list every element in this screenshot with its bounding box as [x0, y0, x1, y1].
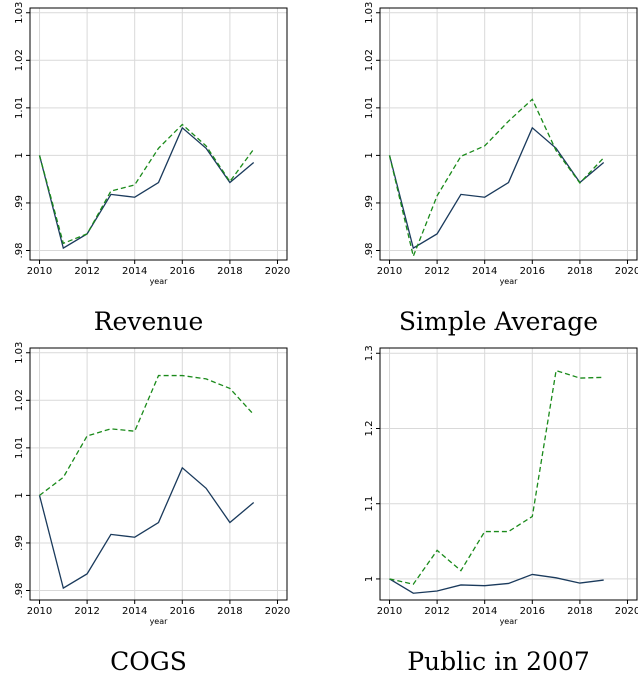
x-tick-label: 2018: [567, 606, 592, 617]
y-tick-label: 1.3: [364, 345, 375, 361]
y-tick-label: 1.01: [14, 97, 25, 119]
panel-title: Public in 2007: [407, 647, 590, 676]
x-tick-label: 2012: [424, 266, 449, 277]
panel-title: Simple Average: [399, 307, 598, 336]
x-tick-label: 2010: [27, 606, 52, 617]
x-axis-label: year: [500, 277, 519, 286]
x-tick-label: 2014: [472, 266, 497, 277]
x-tick-label: 2014: [122, 606, 147, 617]
y-tick-label: .99: [14, 195, 25, 211]
series-line: [39, 374, 255, 496]
x-tick-label: 2016: [170, 266, 195, 277]
x-tick-label: 2010: [377, 266, 402, 277]
series-line: [389, 573, 604, 594]
x-axis-label: year: [150, 617, 169, 626]
x-tick-label: 2020: [615, 266, 638, 277]
panel: .98 .99 1 1.01 1.02 1.03 2010 2012 2014 2016 2018 2…: [14, 342, 290, 676]
y-tick-label: 1: [14, 152, 25, 158]
y-tick-label: 1.2: [364, 421, 375, 437]
x-tick-label: 2016: [520, 266, 545, 277]
y-tick-label: .99: [364, 195, 375, 211]
x-tick-label: 2020: [615, 606, 638, 617]
x-tick-label: 2012: [424, 606, 449, 617]
y-tick-label: .98: [364, 243, 375, 259]
y-tick-label: .98: [14, 583, 25, 599]
series-line: [38, 126, 255, 250]
x-tick-label: 2018: [217, 266, 242, 277]
x-tick-label: 2018: [217, 606, 242, 617]
x-tick-label: 2012: [74, 266, 99, 277]
x-axis-label: year: [500, 617, 519, 626]
x-tick-label: 2016: [520, 606, 545, 617]
x-tick-label: 2020: [265, 606, 290, 617]
x-tick-label: 2010: [377, 606, 402, 617]
series-line: [388, 126, 605, 250]
y-tick-label: 1: [364, 152, 375, 158]
plot-frame: [29, 7, 288, 261]
panel: .98 .99 1 1.01 1.02 1.03 2010 2012 2014 2016 2018 2…: [14, 2, 290, 336]
panel-title: Revenue: [94, 307, 204, 336]
x-axis-label: year: [150, 277, 169, 286]
y-tick-label: 1.03: [364, 2, 375, 24]
series-line: [38, 123, 255, 245]
y-tick-label: 1.01: [364, 97, 375, 119]
y-tick-label: 1: [364, 576, 375, 582]
panel: .98 .99 1 1.01 1.02 1.03 2010 2012 2014 2016 2018 2…: [364, 2, 638, 336]
y-tick-label: .98: [14, 243, 25, 259]
y-tick-label: 1.02: [14, 49, 25, 71]
x-tick-label: 2014: [472, 606, 497, 617]
x-tick-label: 2014: [122, 266, 147, 277]
x-tick-label: 2018: [567, 266, 592, 277]
x-tick-label: 2010: [27, 266, 52, 277]
y-tick-label: 1.02: [14, 389, 25, 411]
x-tick-label: 2016: [170, 606, 195, 617]
panel: 1 1.1 1.2 1.3 2010 2012 2014 2016 2018 2020 year Pu…: [364, 345, 638, 676]
x-tick-label: 2012: [74, 606, 99, 617]
panel-title: COGS: [110, 647, 187, 676]
plot-frame: [29, 347, 288, 601]
y-tick-label: 1.1: [364, 496, 375, 512]
y-tick-label: 1.02: [364, 49, 375, 71]
plot-frame: [379, 7, 638, 261]
y-tick-label: 1: [14, 492, 25, 498]
plot-frame: [379, 347, 638, 601]
y-tick-label: 1.01: [14, 437, 25, 459]
y-tick-label: .99: [14, 535, 25, 551]
x-tick-label: 2020: [265, 266, 290, 277]
y-tick-label: 1.03: [14, 2, 25, 24]
y-tick-label: 1.03: [14, 342, 25, 364]
series-line: [38, 466, 255, 590]
series-line: [389, 369, 604, 585]
series-line: [388, 98, 605, 259]
